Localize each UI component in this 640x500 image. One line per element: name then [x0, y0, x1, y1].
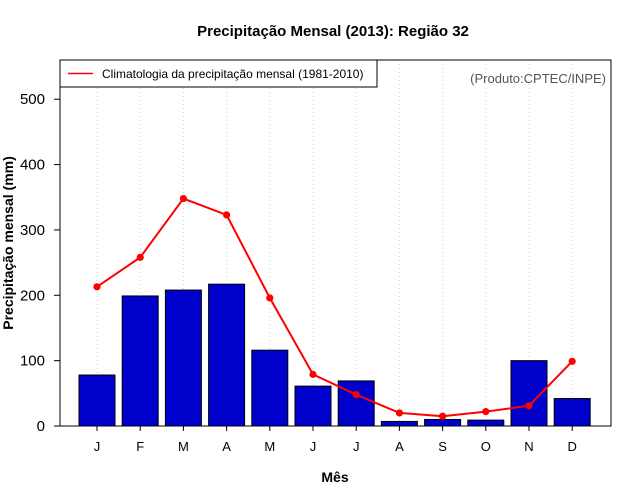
climatology-point [439, 412, 447, 420]
bar [467, 419, 505, 427]
x-tick-label: N [524, 439, 533, 454]
climatology-line [96, 197, 573, 418]
bar [251, 349, 289, 427]
x-tick-label: A [222, 439, 231, 454]
climatology-point [93, 283, 101, 291]
bar [294, 385, 332, 427]
bar [208, 283, 246, 427]
climatology-point [266, 294, 274, 302]
x-tick-label: M [264, 439, 275, 454]
bar [337, 380, 375, 427]
climatology-point [223, 211, 231, 219]
climatology-point [568, 357, 576, 365]
climatology-point [395, 409, 403, 417]
bar [121, 295, 159, 427]
climatology-point [179, 194, 187, 203]
x-tick-label: J [353, 439, 360, 454]
legend: Climatologia da precipitação mensal (198… [59, 59, 378, 88]
y-tick-label: 0 [37, 418, 45, 435]
x-tick-label: O [481, 439, 491, 454]
x-axis-label: Mês [321, 469, 348, 485]
y-tick-label: 400 [20, 157, 45, 174]
legend-box [59, 59, 378, 88]
x-tick-label: D [568, 439, 577, 454]
climatology-series [93, 194, 576, 420]
x-tick-label: F [136, 439, 144, 454]
bar [424, 418, 462, 427]
bar-series [78, 283, 591, 427]
bar [553, 398, 591, 427]
y-tick-label: 500 [20, 91, 45, 108]
y-tick-label: 100 [20, 353, 45, 370]
source-credit: (Produto:CPTEC/INPE) [470, 71, 606, 86]
bar [164, 289, 202, 427]
x-tick-label: A [395, 439, 404, 454]
x-tick-label: S [438, 439, 447, 454]
y-axis-label: Precipitação mensal (mm) [0, 156, 16, 330]
climatology-point [525, 402, 533, 410]
x-tick-label: M [178, 439, 189, 454]
x-tick-label: J [310, 439, 317, 454]
bar [380, 420, 418, 427]
legend-label: Climatologia da precipitação mensal (198… [102, 67, 363, 81]
y-axis: 0 100 200 300 400 500 [20, 91, 60, 435]
y-tick-label: 200 [20, 287, 45, 304]
climatology-point [352, 391, 360, 399]
climatology-point [482, 408, 490, 416]
climatology-point [136, 253, 144, 261]
chart-title: Precipitação Mensal (2013): Região 32 [197, 23, 469, 40]
climatology-point [309, 370, 317, 378]
y-tick-label: 300 [20, 222, 45, 239]
x-tick-label: J [94, 439, 101, 454]
bar [78, 374, 116, 427]
